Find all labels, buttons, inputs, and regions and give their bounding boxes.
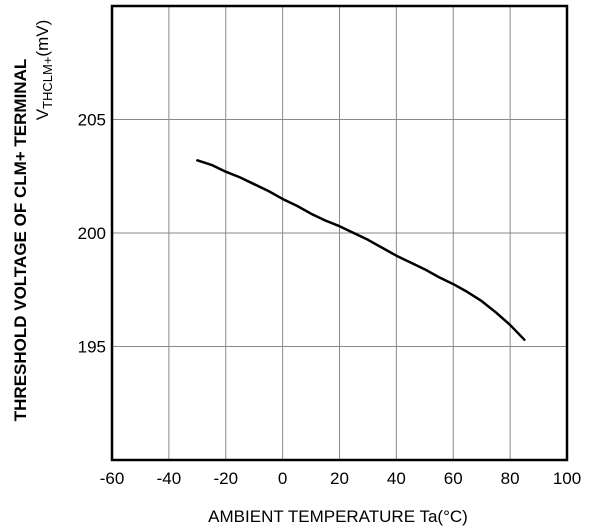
y-axis-subtitle-sub: THCLM+ <box>40 57 55 109</box>
y-tick-label-1: 200 <box>78 224 106 243</box>
y-axis-subtitle: VTHCLM+(mV) <box>33 20 55 121</box>
y-axis-ticks: 195 200 205 <box>78 111 106 357</box>
x-axis-ticks: -60 -40 -20 0 20 40 60 80 100 <box>100 469 581 488</box>
y-axis-title: THRESHOLD VOLTAGE OF CLM+ TERMINAL <box>11 59 30 422</box>
x-tick-label-7: 80 <box>501 469 520 488</box>
series-line <box>196 159 526 341</box>
y-tick-label-0: 195 <box>78 338 106 357</box>
y-axis-subtitle-suffix: (mV) <box>33 20 52 57</box>
x-tick-label-2: -20 <box>213 469 238 488</box>
x-tick-label-6: 60 <box>444 469 463 488</box>
x-tick-label-5: 40 <box>387 469 406 488</box>
y-tick-label-2: 205 <box>78 111 106 130</box>
plot-frame <box>110 4 569 462</box>
x-tick-label-3: 0 <box>278 469 287 488</box>
x-tick-label-1: -40 <box>157 469 182 488</box>
x-tick-label-8: 100 <box>553 469 581 488</box>
grid <box>112 6 567 460</box>
x-axis-title: AMBIENT TEMPERATURE Ta(°C) <box>208 507 468 526</box>
x-tick-label-0: -60 <box>100 469 125 488</box>
y-axis-subtitle-prefix: V <box>33 108 52 120</box>
x-tick-label-4: 20 <box>330 469 349 488</box>
